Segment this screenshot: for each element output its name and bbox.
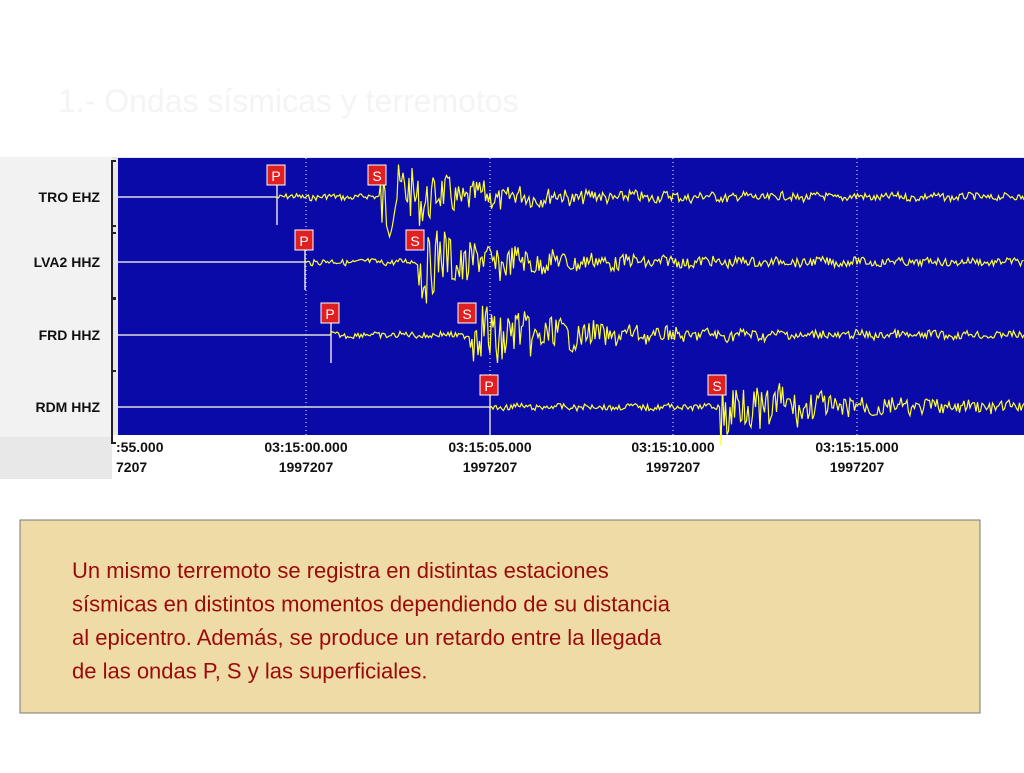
phase-marker bbox=[294, 229, 314, 251]
text-box bbox=[19, 519, 981, 714]
paragraph-line: sísmicas en distintos momentos dependien… bbox=[72, 592, 671, 617]
phase-label: P bbox=[299, 233, 308, 249]
date-label: 1997207 bbox=[830, 459, 885, 475]
paragraph-line: al epicentro. Además, se produce un reta… bbox=[72, 625, 662, 650]
time-axis bbox=[112, 435, 1024, 479]
date-label: 7207 bbox=[116, 459, 147, 475]
waveform bbox=[489, 383, 1024, 447]
paragraph: Un mismo terremoto se registra en distin… bbox=[72, 558, 671, 684]
bracket bbox=[111, 160, 116, 234]
paragraph-line: Un mismo terremoto se registra en distin… bbox=[72, 558, 609, 583]
time-label: 03:15:10.000 bbox=[631, 439, 715, 455]
phase-label: S bbox=[410, 233, 419, 249]
station-label: TRO EHZ bbox=[39, 189, 101, 205]
date-label: 1997207 bbox=[646, 459, 701, 475]
plot-area bbox=[118, 158, 1024, 435]
phase-marker bbox=[320, 302, 340, 324]
phase-marker bbox=[266, 164, 286, 186]
label-panel bbox=[0, 157, 112, 437]
phase-label: P bbox=[325, 306, 334, 322]
station-label: FRD HHZ bbox=[39, 327, 101, 343]
phase-marker bbox=[479, 374, 499, 396]
paragraph-line: de las ondas P, S y las superficiales. bbox=[72, 659, 427, 684]
station-label: LVA2 HHZ bbox=[34, 254, 101, 270]
phase-marker bbox=[367, 164, 387, 186]
slide-title: 1.- Ondas sísmicas y terremotos bbox=[58, 83, 519, 119]
phase-label: P bbox=[271, 168, 280, 184]
phase-marker bbox=[707, 374, 727, 396]
phase-marker bbox=[457, 302, 477, 324]
phase-label: S bbox=[462, 306, 471, 322]
waveform bbox=[276, 164, 1024, 239]
phase-marker bbox=[405, 229, 425, 251]
phase-label: S bbox=[372, 168, 381, 184]
date-label: 1997207 bbox=[463, 459, 518, 475]
waveform bbox=[330, 305, 1024, 364]
time-label: 03:15:00.000 bbox=[264, 439, 348, 455]
waveform bbox=[304, 230, 1024, 304]
date-label: 1997207 bbox=[279, 459, 334, 475]
phase-label: P bbox=[484, 378, 493, 394]
time-label: 03:15:05.000 bbox=[448, 439, 532, 455]
traces bbox=[118, 158, 1024, 447]
time-label: :55.000 bbox=[116, 439, 164, 455]
station-label: RDM HHZ bbox=[35, 399, 100, 415]
time-label: 03:15:15.000 bbox=[815, 439, 899, 455]
phase-label: S bbox=[712, 378, 721, 394]
bracket bbox=[111, 370, 116, 444]
